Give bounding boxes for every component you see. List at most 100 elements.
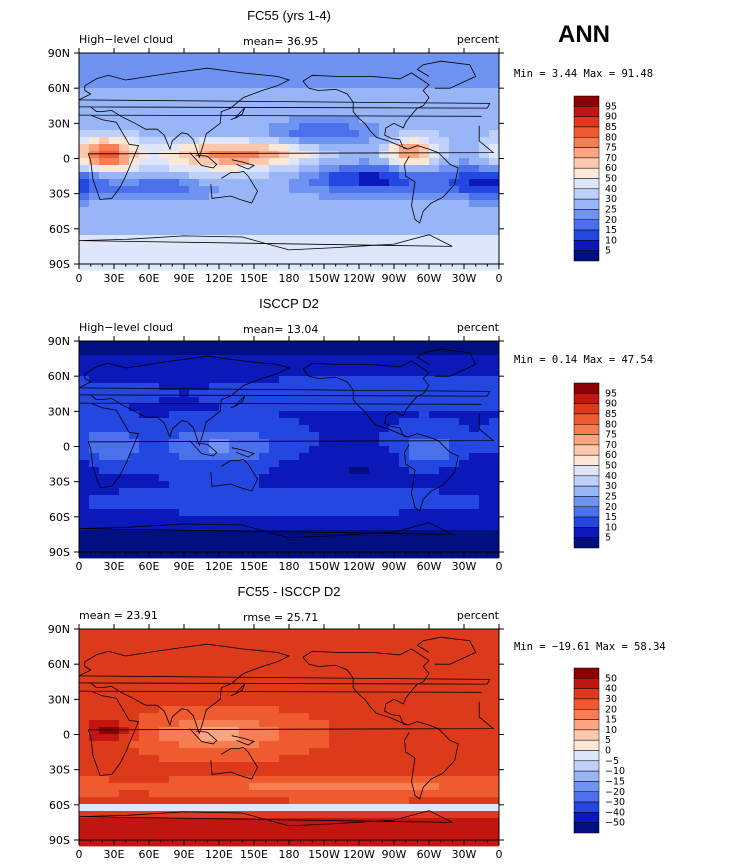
field-cell [329, 671, 340, 679]
field-cell [479, 249, 490, 257]
x-tick-label: 0 [76, 560, 83, 573]
field-cell [219, 516, 230, 524]
field-cell [169, 643, 180, 651]
field-cell [269, 158, 280, 166]
field-cell [79, 523, 90, 531]
field-cell [409, 67, 420, 75]
field-cell [379, 495, 390, 503]
field-cell [179, 411, 190, 419]
field-cell [119, 151, 130, 159]
field-cell [369, 165, 380, 173]
field-cell [369, 748, 380, 756]
field-cell [479, 734, 490, 742]
field-cell [249, 811, 260, 819]
field-cell [349, 88, 360, 96]
field-cell [389, 769, 400, 777]
field-cell [479, 755, 490, 763]
field-cell [159, 671, 170, 679]
field-cell [339, 657, 350, 665]
field-cell [479, 425, 490, 433]
field-cell [209, 839, 220, 847]
field-cell [119, 376, 130, 384]
field-cell [159, 88, 170, 96]
field-cell [209, 256, 220, 264]
field-cell [459, 537, 470, 545]
field-cell [189, 102, 200, 110]
field-cell [399, 488, 410, 496]
field-cell [349, 74, 360, 82]
field-cell [379, 460, 390, 468]
field-cell [359, 741, 370, 749]
colorbar-swatch [573, 167, 600, 179]
field-cell [79, 509, 90, 517]
field-cell [139, 390, 150, 398]
field-cell [439, 411, 450, 419]
field-cell [79, 123, 90, 131]
field-cell [319, 664, 330, 672]
field-cell [479, 643, 490, 651]
field-cell [379, 544, 390, 552]
field-cell [299, 769, 310, 777]
field-cell [339, 362, 350, 370]
field-cell [279, 467, 290, 475]
x-tick-label: 30W [452, 848, 477, 861]
colorbar-label: 70 [605, 153, 617, 164]
colorbar-swatch [573, 106, 600, 117]
field-cell [459, 228, 470, 236]
field-cell [349, 355, 360, 363]
field-cell [149, 453, 160, 461]
field-cell [379, 263, 390, 271]
field-cell [399, 404, 410, 412]
field-cell [289, 818, 300, 826]
field-cell [259, 797, 270, 805]
field-cell [319, 67, 330, 75]
field-cell [229, 214, 240, 222]
colorbar-label: 30 [605, 481, 617, 492]
field-cell [79, 692, 90, 700]
field-cell [129, 362, 140, 370]
field-cell [129, 165, 140, 173]
field-cell [399, 397, 410, 405]
field-cell [319, 81, 330, 89]
field-cell [219, 636, 230, 644]
field-cell [439, 123, 450, 131]
field-cell [99, 228, 110, 236]
field-cell [359, 214, 370, 222]
field-cell [199, 804, 210, 812]
field-cell [189, 235, 200, 243]
field-cell [429, 509, 440, 517]
field-cell [429, 671, 440, 679]
field-cell [259, 200, 270, 208]
y-tick-label: 0 [63, 729, 70, 742]
field-cell [139, 664, 150, 672]
field-cell [449, 776, 460, 784]
field-cell [349, 165, 360, 173]
field-cell [99, 53, 110, 61]
field-cell [319, 116, 330, 124]
coastline [404, 145, 459, 224]
field-cell [79, 678, 90, 686]
field-cell [119, 432, 130, 440]
field-cell [229, 95, 240, 103]
field-cell [279, 818, 290, 826]
field-cell [399, 109, 410, 117]
field-cell [219, 369, 230, 377]
field-cell [279, 60, 290, 68]
field-cell [309, 509, 320, 517]
field-cell [299, 762, 310, 770]
field-cell [309, 460, 320, 468]
field-cell [79, 488, 90, 496]
field-cell [239, 263, 250, 271]
field-cell [449, 109, 460, 117]
field-cell [399, 657, 410, 665]
field-cell [199, 797, 210, 805]
field-cell [269, 544, 280, 552]
field-cell [239, 495, 250, 503]
field-cell [229, 179, 240, 187]
field-cell [149, 109, 160, 117]
field-cell [109, 200, 120, 208]
field-cell [219, 95, 230, 103]
field-cell [239, 818, 250, 826]
field-cell [99, 67, 110, 75]
